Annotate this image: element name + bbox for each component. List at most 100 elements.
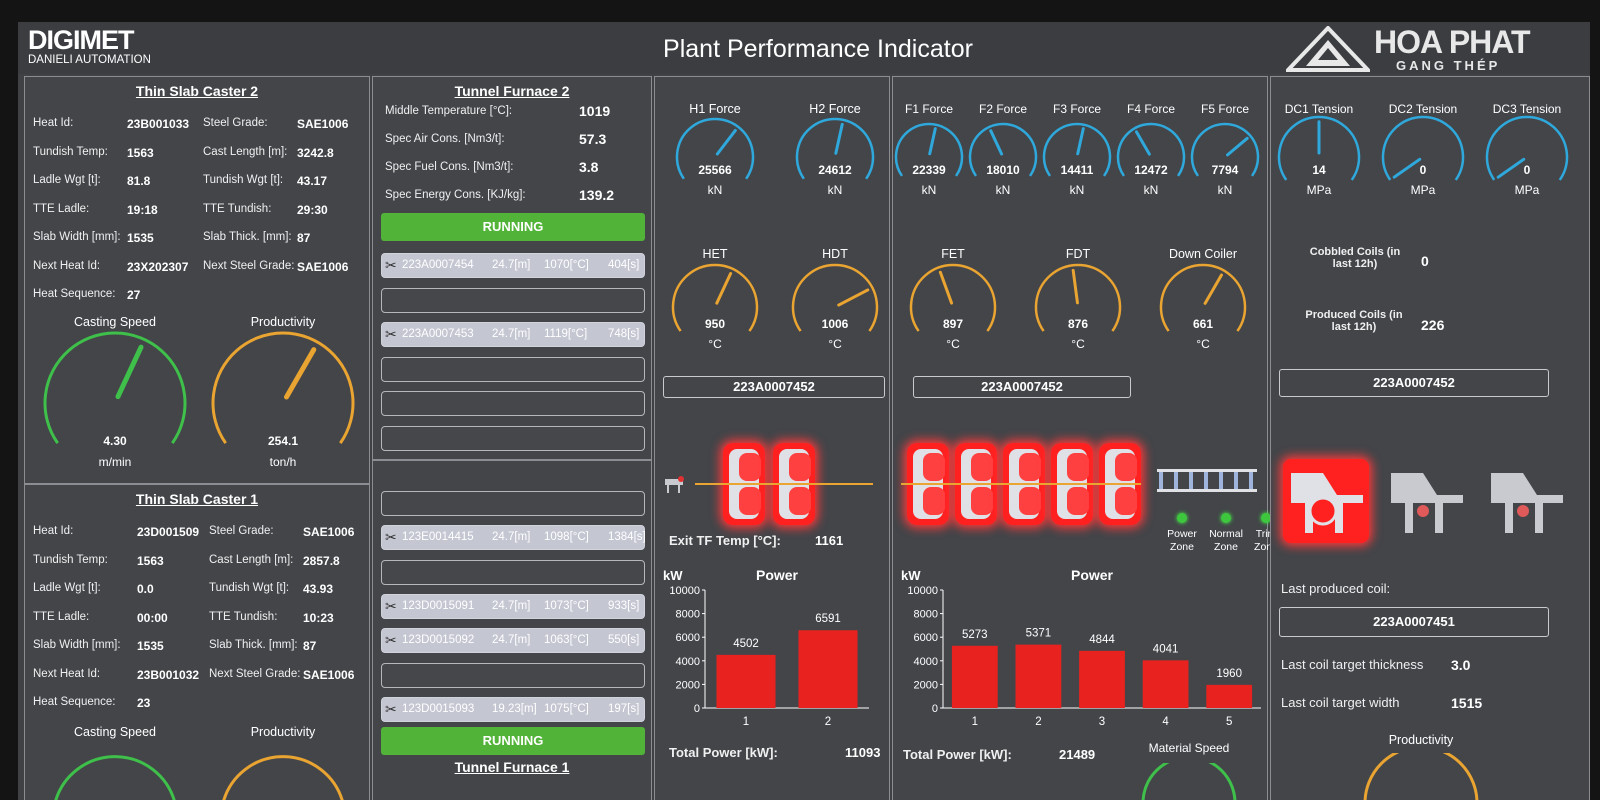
tf1-slot-time: 550[s] xyxy=(608,634,640,647)
tf1-slot-time: 197[s] xyxy=(608,702,640,715)
finishing-power-chart-category-label: 5 xyxy=(1226,716,1232,728)
finishing-temp-title: Down Coiler xyxy=(1169,247,1237,261)
tsc1-field-value: 1563 xyxy=(137,553,164,568)
roughing-power-chart-ytick-label: 6000 xyxy=(676,632,700,644)
finishing-temp-gauge-arc xyxy=(909,263,997,332)
tf1-slot[interactable]: ✂ 123D0015093 19.23[m] 1075[°C] 197[s] xyxy=(381,696,645,722)
tsc1-field-label: Ladle Wgt [t]: xyxy=(33,582,101,594)
produced-coils-value: 226 xyxy=(1421,317,1445,333)
finishing-power-chart-category-label: 1 xyxy=(972,716,978,728)
tsc1-productivity-gauge xyxy=(222,755,344,800)
tsc2-field-value: 81.8 xyxy=(127,174,151,188)
finishing-force-gauge-arc xyxy=(1190,122,1260,177)
tf2-slot[interactable]: ✂ 223A0007453 24.7[m] 1119[°C] 748[s] xyxy=(381,322,645,347)
roughing-temp-gauge-needle xyxy=(837,288,870,307)
tf1-slot xyxy=(381,491,645,516)
finishing-gauges: F1 Force 22339 kN F2 Force 18010 kN F3 Force 14… xyxy=(894,102,1260,351)
finishing-force-title: F2 Force xyxy=(979,102,1027,116)
coiler-tension-gauge-arc xyxy=(1381,115,1465,181)
coiler-tension-gauge-needle xyxy=(1392,157,1422,179)
tsc1-field-label: Slab Thick. [mm]: xyxy=(209,639,298,651)
normal-zone-label: Normal Zone xyxy=(1209,528,1243,553)
finishing-power-chart-bar xyxy=(1142,660,1189,708)
trim-zone-indicator xyxy=(1261,513,1271,523)
finishing-force-gauge-needle xyxy=(1226,136,1249,157)
roughing-temp-title: HET xyxy=(703,247,728,261)
tf1-slot-id: 123D0015092 xyxy=(402,634,475,647)
cooling-sprays-icon xyxy=(1157,469,1257,492)
tf2-slot[interactable]: ✂ 223A0007454 24.7[m] 1070[°C] 404[s] xyxy=(381,253,645,278)
tsc2-field-value: 27 xyxy=(127,288,141,302)
roughing-force-value: 25566 xyxy=(698,163,732,177)
finishing-force-gauge-arc xyxy=(894,122,964,177)
finishing-power-chart-category-label: 2 xyxy=(1035,716,1041,728)
finishing-temp-value: 876 xyxy=(1068,317,1088,331)
finishing-temp-gauge-arc xyxy=(1034,263,1122,332)
tsc1-field-value: SAE1006 xyxy=(303,525,355,539)
brand-subtitle: GANG THÉP xyxy=(1396,58,1501,73)
tsc2-field-label: Slab Width [mm]: xyxy=(33,231,121,243)
tf1-slot xyxy=(381,559,645,585)
exit-tf-temp-value: 1161 xyxy=(815,533,844,548)
roughing-strip xyxy=(695,483,873,485)
roughing-temp-unit: °C xyxy=(708,337,722,351)
roughing-temp-value: 950 xyxy=(705,317,725,331)
tf1-slot[interactable]: ✂ 123E0014415 24.7[m] 1098[°C] 1384[s] xyxy=(381,525,646,551)
finishing-power-chart-bar-label: 4844 xyxy=(1089,634,1115,646)
finishing-temp-title: FET xyxy=(941,247,965,261)
tsc1-field-value: 2857.8 xyxy=(303,553,340,568)
finishing-temp-gauge-arc xyxy=(1159,263,1247,332)
finishing-temp-unit: °C xyxy=(1071,337,1085,351)
last-coil-width-label: Last coil target width xyxy=(1281,695,1400,710)
tf1-slot-len: 24.7[m] xyxy=(492,634,531,647)
roughing-power-chart-bar xyxy=(798,630,858,708)
finishing-force-title: F4 Force xyxy=(1127,102,1175,116)
coiler-tension-gauge-arc xyxy=(1277,115,1361,181)
tsc2-title: Thin Slab Caster 2 xyxy=(135,83,259,99)
tsc2-field-value: 1535 xyxy=(127,231,154,245)
tf1-slot-len: 24.7[m] xyxy=(492,599,531,612)
tsc1-field-label: Next Steel Grade: xyxy=(209,667,301,680)
finishing-power-chart-ytick-label: 6000 xyxy=(914,632,938,644)
tf2-slot-time: 404[s] xyxy=(608,259,640,271)
tsc2-field-value: 87 xyxy=(297,231,311,245)
tsc2-field-label: Tundish Wgt [t]: xyxy=(203,174,284,186)
roughing-force-value: 24612 xyxy=(818,163,852,177)
produced-coils-label: Produced Coils (in last 12h) xyxy=(1305,309,1403,333)
finishing-power-chart-bar-label: 5273 xyxy=(962,629,988,641)
tsc2-panel: Thin Slab Caster 2 Heat Id: 23B001033 Stee… xyxy=(24,76,370,484)
coiler-tension-unit: MPa xyxy=(1307,183,1332,197)
tsc1-field-label: Next Heat Id: xyxy=(33,667,101,680)
roughing-temp-title: HDT xyxy=(822,247,848,261)
scissors-icon: ✂ xyxy=(385,257,397,273)
roughing-force-unit: kN xyxy=(708,183,723,197)
tsc2-field-value: 23B001033 xyxy=(127,117,190,131)
tsc1-field-value: 23D001509 xyxy=(137,525,200,539)
roughing-panel: H1 Force 25566 kN H2 Force 24612 kN HET 950 °C HD… xyxy=(654,76,890,800)
tf2-slot-time: 748[s] xyxy=(608,328,640,340)
tsc2-casting-speed-value: 4.30 xyxy=(103,434,127,448)
finishing-power-chart-bar xyxy=(1015,644,1062,708)
tf1-slot[interactable]: ✂ 123D0015092 24.7[m] 1063[°C] 550[s] xyxy=(381,628,645,654)
tsc2-field-value: 1563 xyxy=(127,145,154,160)
roughing-power-chart-ytick-label: 2000 xyxy=(676,679,700,691)
tsc1-casting-speed-title: Casting Speed xyxy=(73,725,156,739)
last-coil-thickness-value: 3.0 xyxy=(1451,657,1471,673)
hoa-phat-logo: HOA PHAT GANG THÉP xyxy=(1286,24,1586,74)
hoa-phat-emblem-icon xyxy=(1286,26,1370,72)
finishing-power-chart-ytick-label: 2000 xyxy=(914,679,938,691)
tsc2-field-value: 19:18 xyxy=(127,202,158,217)
coiler-tension-gauge-needle xyxy=(1496,157,1526,179)
tf1-slot[interactable]: ✂ 123D0015091 24.7[m] 1073[°C] 933[s] xyxy=(381,593,645,619)
tsc2-field-label: Next Heat Id: xyxy=(33,259,101,272)
tsc1-field-value: 1535 xyxy=(137,639,164,653)
tsc1-title: Thin Slab Caster 1 xyxy=(135,491,259,507)
scissors-icon: ✂ xyxy=(385,597,397,614)
roughing-entry-icon xyxy=(665,476,684,493)
tf2-field-value: 57.3 xyxy=(579,131,607,147)
tf2-slot-len: 24.7[m] xyxy=(492,328,531,340)
page-title: Plant Performance Indicator xyxy=(663,35,973,63)
tf2-field-value: 1019 xyxy=(579,103,611,119)
roughing-power-chart-bar-label: 6591 xyxy=(815,613,841,625)
last-produced-coil-id: 223A0007451 xyxy=(1279,607,1549,637)
